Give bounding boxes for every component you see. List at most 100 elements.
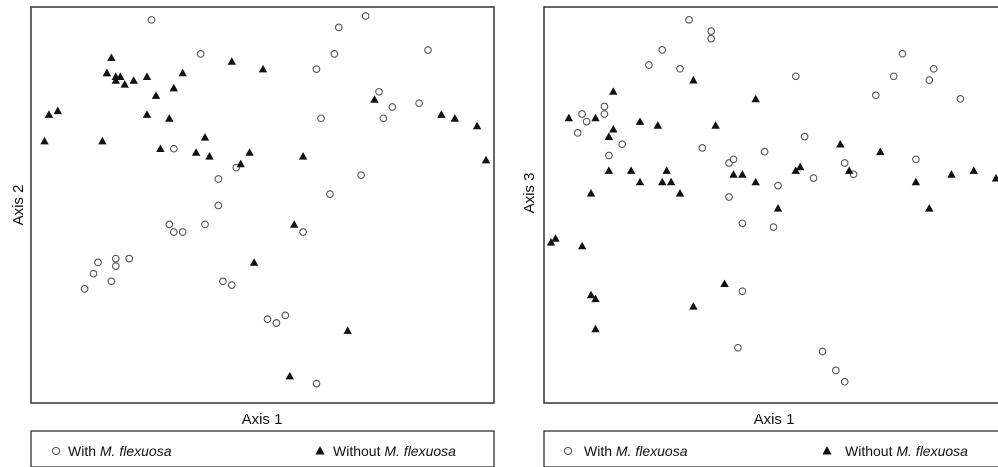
point-without-m-flexuosa [245, 148, 254, 156]
point-with-m-flexuosa [898, 49, 907, 58]
point-without-m-flexuosa [370, 95, 379, 103]
point-with-m-flexuosa [618, 140, 627, 149]
point-with-m-flexuosa [272, 319, 281, 327]
point-with-m-flexuosa [725, 193, 733, 201]
point-with-m-flexuosa [196, 50, 205, 58]
legend-with-word: With [584, 443, 612, 459]
point-with-m-flexuosa [676, 64, 684, 73]
point-without-m-flexuosa [609, 87, 618, 95]
point-with-m-flexuosa [729, 155, 738, 164]
point-without-m-flexuosa [969, 166, 978, 174]
legend-entry-without: Without M. flexuosa [333, 443, 456, 459]
point-without-m-flexuosa [729, 170, 738, 178]
point-without-m-flexuosa [450, 114, 459, 122]
point-with-m-flexuosa [379, 114, 388, 123]
plot-area-axis-2 [40, 12, 491, 388]
point-without-m-flexuosa [102, 68, 112, 77]
point-without-m-flexuosa [626, 166, 636, 174]
point-with-m-flexuosa [791, 72, 800, 81]
point-without-m-flexuosa [343, 326, 352, 334]
point-with-m-flexuosa [214, 175, 223, 183]
legend-species-italic: M. flexuosa [100, 443, 172, 459]
legend-without-word: Without [333, 443, 381, 459]
point-without-m-flexuosa [249, 258, 259, 266]
point-with-m-flexuosa [738, 219, 747, 228]
point-without-m-flexuosa [227, 57, 236, 65]
point-without-m-flexuosa [156, 144, 165, 152]
point-without-m-flexuosa [591, 294, 600, 303]
point-with-m-flexuosa [582, 117, 591, 126]
point-without-m-flexuosa [711, 121, 720, 129]
point-with-m-flexuosa [107, 277, 116, 286]
chart-panel-left: Axis 1 Axis 2 With M. flexuosa Without M… [10, 6, 495, 467]
point-without-m-flexuosa [591, 113, 600, 122]
point-without-m-flexuosa [169, 83, 178, 92]
point-with-m-flexuosa [80, 285, 89, 293]
point-without-m-flexuosa [165, 114, 174, 122]
legend-species-italic: M. flexuosa [616, 443, 688, 459]
point-with-m-flexuosa [424, 46, 432, 54]
y-axis-label: Axis 2 [10, 185, 27, 226]
point-with-m-flexuosa [573, 129, 582, 137]
point-with-m-flexuosa [111, 262, 120, 270]
legend-species-italic: M. flexuosa [896, 443, 968, 459]
point-with-m-flexuosa [925, 76, 934, 84]
point-without-m-flexuosa [116, 72, 125, 80]
point-without-m-flexuosa [111, 76, 120, 84]
point-without-m-flexuosa [738, 170, 747, 178]
point-without-m-flexuosa [586, 189, 596, 197]
point-with-m-flexuosa [658, 46, 667, 54]
point-without-m-flexuosa [796, 162, 805, 171]
point-without-m-flexuosa [191, 148, 201, 156]
point-with-m-flexuosa [375, 87, 383, 96]
point-without-m-flexuosa [546, 238, 556, 246]
point-without-m-flexuosa [635, 117, 645, 125]
point-with-m-flexuosa [760, 147, 769, 156]
point-with-m-flexuosa [600, 110, 609, 118]
legend-circle-marker [563, 446, 573, 456]
point-with-m-flexuosa [698, 144, 707, 152]
x-axis-label: Axis 1 [754, 411, 795, 428]
point-with-m-flexuosa [831, 366, 840, 375]
point-without-m-flexuosa [200, 133, 210, 141]
point-without-m-flexuosa [551, 234, 560, 242]
point-without-m-flexuosa [609, 124, 618, 133]
point-without-m-flexuosa [689, 75, 698, 84]
point-without-m-flexuosa [586, 290, 596, 299]
point-with-m-flexuosa [685, 15, 693, 24]
legend-triangle-marker [822, 446, 832, 455]
point-with-m-flexuosa [312, 379, 321, 388]
legend-box [543, 430, 998, 467]
point-without-m-flexuosa [751, 177, 760, 186]
point-with-m-flexuosa [334, 23, 343, 32]
point-without-m-flexuosa [925, 204, 934, 212]
legend-entry-with: With M. flexuosa [584, 443, 688, 459]
point-without-m-flexuosa [120, 80, 129, 88]
point-without-m-flexuosa [44, 110, 54, 118]
point-with-m-flexuosa [818, 347, 827, 356]
point-with-m-flexuosa [774, 181, 782, 190]
point-without-m-flexuosa [666, 177, 676, 186]
point-without-m-flexuosa [662, 166, 671, 174]
point-without-m-flexuosa [298, 152, 308, 160]
point-with-m-flexuosa [169, 228, 178, 236]
point-with-m-flexuosa [645, 61, 653, 69]
point-without-m-flexuosa [947, 170, 956, 178]
plot-frame [30, 6, 495, 404]
point-with-m-flexuosa [840, 377, 849, 386]
point-without-m-flexuosa [720, 279, 729, 287]
point-without-m-flexuosa [290, 220, 299, 228]
legend-circle-marker [51, 446, 61, 456]
point-with-m-flexuosa [165, 220, 174, 229]
point-with-m-flexuosa [809, 174, 818, 182]
point-with-m-flexuosa [326, 190, 334, 198]
point-without-m-flexuosa [876, 147, 885, 156]
point-without-m-flexuosa [205, 152, 214, 160]
point-with-m-flexuosa [201, 220, 209, 229]
point-without-m-flexuosa [991, 173, 998, 182]
point-without-m-flexuosa [845, 166, 854, 174]
point-with-m-flexuosa [600, 102, 609, 111]
point-with-m-flexuosa [312, 65, 321, 73]
point-with-m-flexuosa [281, 311, 290, 320]
